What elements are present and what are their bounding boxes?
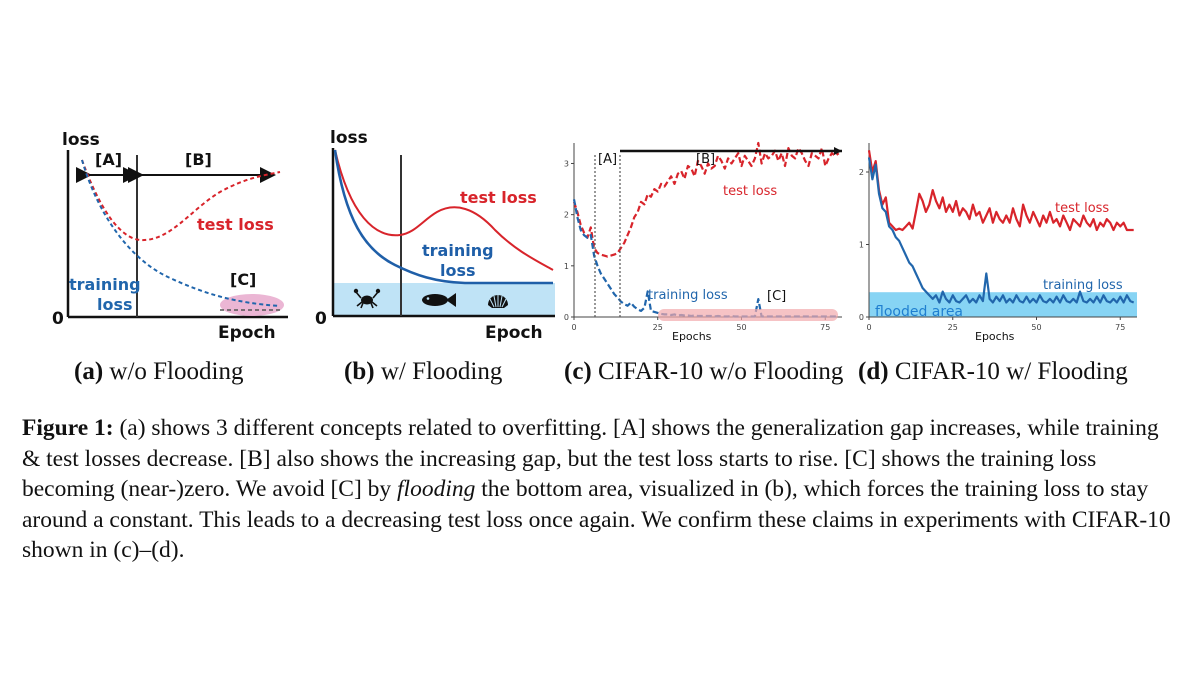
- test-loss-label: test loss: [460, 188, 537, 207]
- caption-b: (b) w/ Flooding: [344, 358, 502, 386]
- test-loss-series: [572, 141, 840, 258]
- figure-caption-text-2: the bottom area, visualized in (b), whic…: [22, 476, 1171, 563]
- flooded-area-label: flooded area: [875, 304, 963, 320]
- caption-c-label: (c): [564, 358, 592, 385]
- training-label-line1: training: [422, 241, 494, 260]
- test-loss-curve: [334, 149, 554, 271]
- x-axis-label: Epoch: [218, 323, 276, 343]
- region-a-label: [A]: [95, 150, 122, 169]
- x-axis-label: Epochs: [672, 330, 712, 343]
- caption-b-text: w/ Flooding: [380, 358, 503, 385]
- figure-caption-emphasis: flooding: [397, 476, 476, 502]
- x-tick-label: 25: [948, 323, 958, 332]
- training-loss-label: training loss: [648, 288, 728, 303]
- origin-label: 0: [52, 309, 64, 329]
- panel-b-diagram: loss 0 Epoch test loss training loss: [315, 128, 555, 343]
- region-b-label: [B]: [696, 152, 715, 167]
- training-label-line1: training: [69, 275, 141, 294]
- training-loss-curve: [333, 149, 553, 285]
- region-a-label: [A]: [598, 152, 617, 167]
- training-loss-series: [867, 157, 1135, 304]
- caption-a: (a) w/o Flooding: [74, 358, 243, 386]
- y-tick-label: 0: [564, 313, 569, 322]
- test-loss-label: test loss: [723, 184, 777, 199]
- test-loss-series: [867, 150, 1134, 232]
- y-tick-label: 2: [564, 211, 569, 220]
- caption-a-text: w/o Flooding: [109, 358, 244, 385]
- training-label-line2: loss: [97, 295, 133, 314]
- x-tick-label: 75: [1115, 323, 1125, 332]
- y-axis-label: loss: [330, 128, 368, 148]
- x-axis-label: Epoch: [485, 323, 543, 343]
- panel-c-chart: 0 25 50 75 0 1 2 3 [A] [B] [C] test loss traini…: [564, 141, 842, 343]
- region-c-highlight: [658, 309, 838, 321]
- caption-d-label: (d): [858, 358, 889, 385]
- training-loss-curve: [81, 159, 281, 307]
- y-tick-label: 1: [564, 262, 569, 271]
- caption-d: (d) CIFAR-10 w/ Flooding: [858, 358, 1128, 386]
- figure-caption-label: Figure 1:: [22, 415, 114, 441]
- region-c-label: [C]: [230, 270, 256, 289]
- y-tick-label: 1: [859, 241, 864, 250]
- x-tick-label: 0: [866, 323, 871, 332]
- crab-icon: [353, 288, 381, 309]
- origin-label: 0: [315, 309, 327, 329]
- caption-b-label: (b): [344, 358, 375, 385]
- panel-d-chart: 0 25 50 75 0 1 2 test loss training loss flood…: [859, 143, 1137, 343]
- x-axis-label: Epochs: [975, 330, 1015, 343]
- training-loss-label: training loss: [1043, 278, 1123, 293]
- region-b-label: [B]: [185, 150, 212, 169]
- training-label-line2: loss: [440, 261, 476, 280]
- y-tick-label: 2: [859, 168, 864, 177]
- y-tick-label: 3: [564, 159, 569, 168]
- caption-c-text: CIFAR-10 w/o Flooding: [598, 358, 844, 385]
- x-tick-label: 25: [653, 323, 663, 332]
- caption-d-text: CIFAR-10 w/ Flooding: [894, 358, 1128, 385]
- y-axis-label: loss: [62, 130, 100, 150]
- x-tick-label: 0: [571, 323, 576, 332]
- x-tick-label: 75: [820, 323, 830, 332]
- caption-c: (c) CIFAR-10 w/o Flooding: [564, 358, 843, 386]
- test-loss-label: test loss: [197, 215, 274, 234]
- test-loss-label: test loss: [1055, 201, 1109, 216]
- figure-caption-text-1: (a) shows 3 different concepts related t…: [22, 415, 1159, 502]
- fish-icon: [422, 293, 456, 307]
- region-b-arrowhead: [834, 147, 842, 155]
- panel-a-diagram: loss 0 Epoch [A] [B] [C] test loss train…: [52, 130, 288, 343]
- x-tick-label: 50: [736, 323, 746, 332]
- figure-caption: Figure 1: (a) shows 3 different concepts…: [22, 413, 1182, 566]
- y-tick-label: 0: [859, 313, 864, 322]
- caption-a-label: (a): [74, 358, 104, 385]
- x-tick-label: 50: [1031, 323, 1041, 332]
- region-c-label: [C]: [767, 289, 786, 304]
- shell-icon: [488, 295, 508, 308]
